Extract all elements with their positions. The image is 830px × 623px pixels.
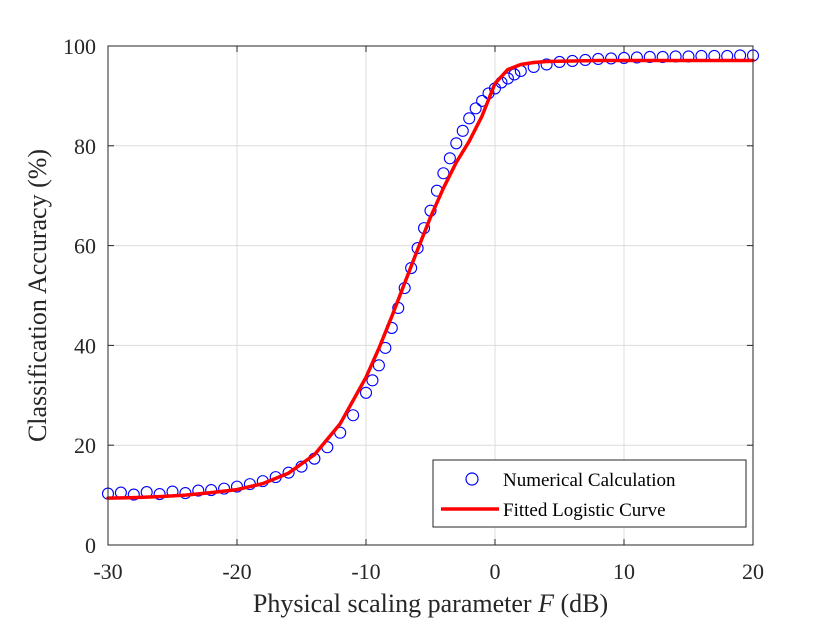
legend-marker-numerical [465, 472, 479, 486]
data-point [347, 409, 360, 422]
legend-label-numerical: Numerical Calculation [503, 470, 676, 491]
x-tick-label: -30 [93, 559, 122, 584]
data-point [463, 112, 476, 125]
legend: Numerical Calculation Fitted Logistic Cu… [432, 459, 747, 528]
x-tick-label: -10 [351, 559, 380, 584]
y-tick-label: 40 [74, 333, 96, 358]
data-point [456, 124, 469, 137]
data-point [501, 72, 514, 85]
data-point [630, 51, 643, 64]
data-point [205, 484, 218, 497]
legend-box [432, 459, 747, 528]
y-tick-label: 60 [74, 234, 96, 259]
y-tick-label: 0 [85, 533, 96, 558]
tick-labels: -30 -20 -10 0 10 20 0 20 40 60 80 100 [63, 34, 764, 584]
data-point [282, 466, 295, 479]
data-point [372, 359, 385, 372]
y-tick-label: 80 [74, 134, 96, 159]
data-point [540, 58, 553, 71]
data-point [469, 102, 482, 115]
data-point [617, 51, 631, 65]
y-tick-label: 100 [63, 34, 96, 59]
data-point [359, 386, 373, 399]
x-tick-label: 0 [490, 559, 501, 584]
y-axis-label: Classification Accuracy (%) [23, 149, 52, 442]
fitted-curve-series [106, 58, 755, 500]
x-tick-label: -20 [222, 559, 251, 584]
x-tick-label: 10 [613, 559, 635, 584]
data-point [153, 488, 166, 501]
y-tick-label: 20 [74, 433, 96, 458]
fitted-curve-line [106, 58, 755, 500]
axis-ticks [107, 45, 754, 546]
data-point [508, 68, 521, 81]
data-point [643, 50, 656, 64]
plot-frame [107, 45, 754, 546]
data-point [366, 374, 379, 387]
data-point [218, 482, 231, 495]
scatter-series [101, 49, 760, 501]
data-point [443, 152, 456, 165]
data-point [605, 52, 618, 65]
x-axis-label: Physical scaling parameter F (dB) [253, 589, 608, 618]
x-tick-label: 20 [742, 559, 764, 584]
legend-label-fitted: Fitted Logistic Curve [503, 500, 666, 521]
data-point [192, 484, 205, 497]
data-point [656, 50, 669, 64]
data-point [450, 137, 463, 150]
data-point [127, 488, 140, 501]
